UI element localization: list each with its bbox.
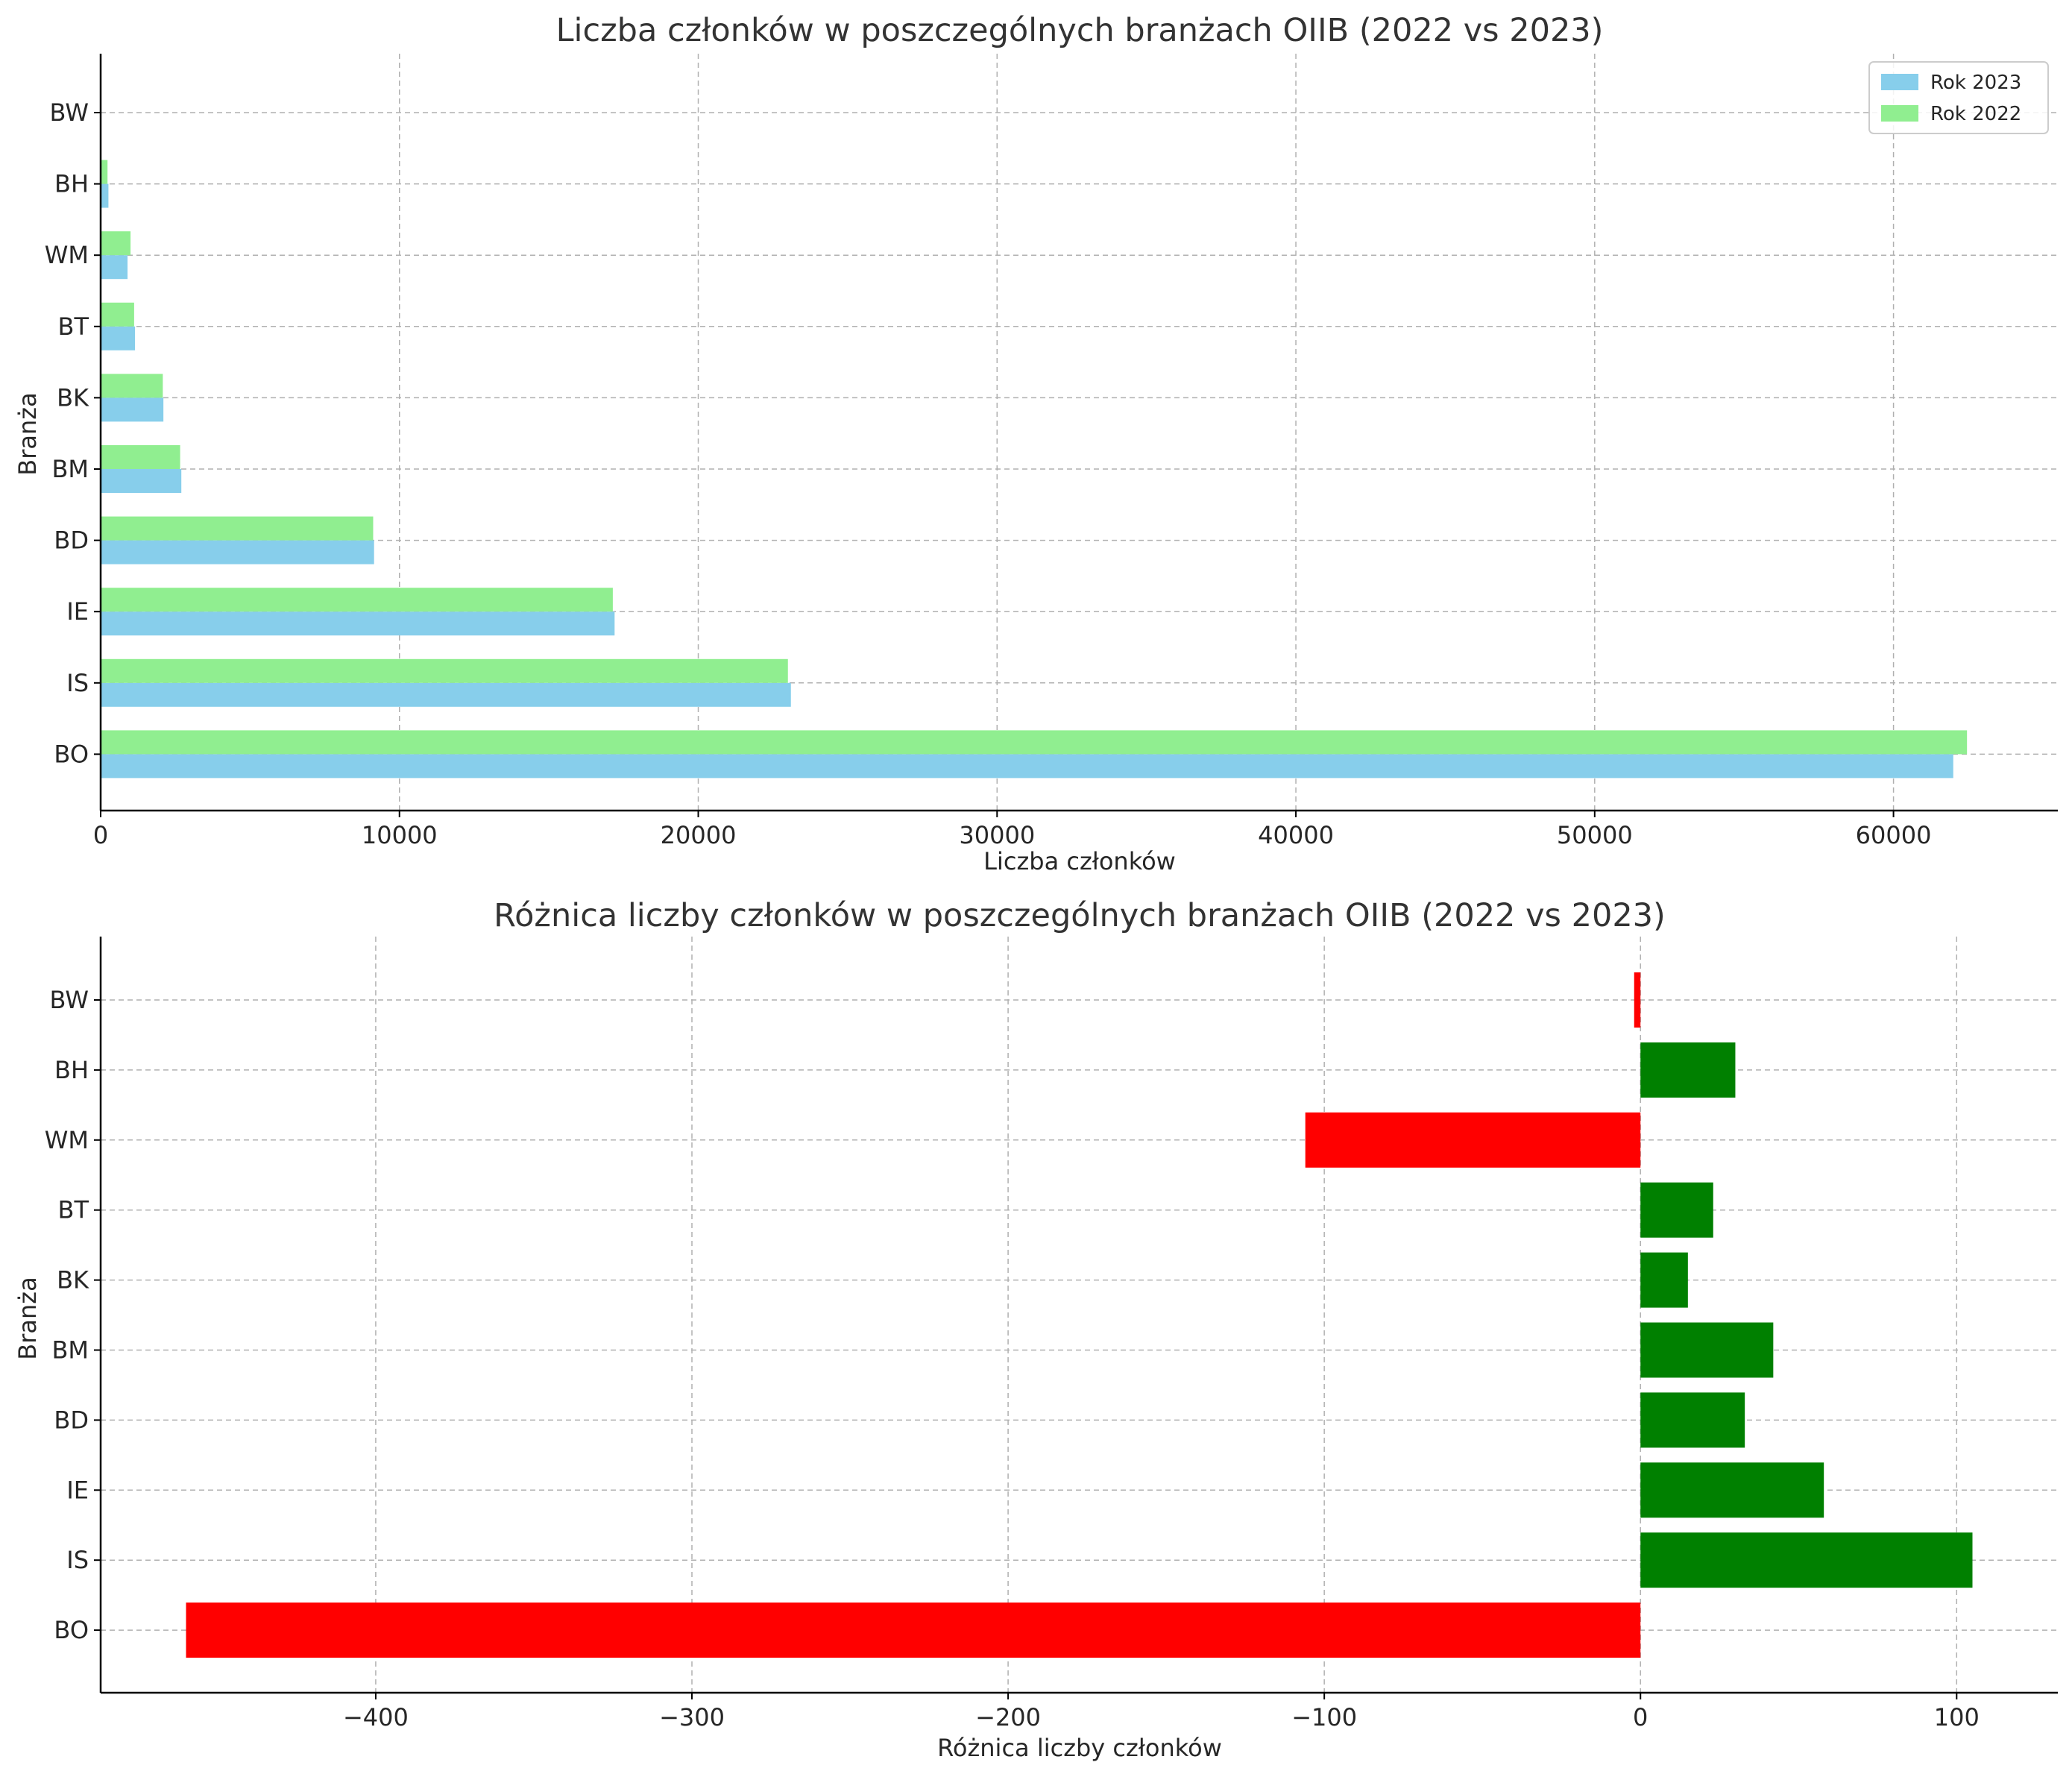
y-axis-label: Branża xyxy=(13,1277,42,1359)
chart-title: Liczba członków w poszczególnych branżac… xyxy=(556,12,1604,49)
legend-entry-label: Rok 2022 xyxy=(1930,103,2021,125)
y-tick-label: BH xyxy=(54,1056,89,1084)
bar-rok-2022-ie xyxy=(101,588,613,612)
y-tick-label: IS xyxy=(66,1546,89,1574)
bar-rok-2022-bd xyxy=(101,516,374,541)
chart-title: Różnica liczby członków w poszczególnych… xyxy=(494,897,1666,934)
bar-diff-bh xyxy=(1640,1042,1736,1098)
y-tick-label: WM xyxy=(45,1126,89,1154)
bars xyxy=(186,972,1973,1658)
x-tick-label: 0 xyxy=(93,821,108,849)
x-ticks: −400 −300 −200 −100 0 100 xyxy=(343,1693,1980,1731)
chart-members-count: Liczba członków w poszczególnych branżac… xyxy=(13,12,2058,875)
x-tick-label: 30000 xyxy=(959,821,1035,849)
x-axis-label: Liczba członków xyxy=(983,847,1176,875)
y-ticks: BO IS IE BD BM BK BT WM BH BW xyxy=(45,98,101,768)
x-ticks: 0 10000 20000 30000 40000 50000 60000 xyxy=(93,811,1932,849)
y-tick-label: BO xyxy=(54,1616,89,1644)
y-tick-label: BD xyxy=(54,1406,89,1434)
x-tick-label: 10000 xyxy=(362,821,438,849)
y-tick-label: BT xyxy=(58,1196,89,1224)
bar-diff-bt xyxy=(1640,1182,1713,1238)
bar-rok-2023-bt xyxy=(101,326,136,350)
bar-diff-wm xyxy=(1305,1112,1641,1168)
x-axis-label: Różnica liczby członków xyxy=(937,1734,1222,1762)
bar-rok-2023-bk xyxy=(101,397,164,422)
y-tick-label: IE xyxy=(66,597,89,626)
x-tick-label: −100 xyxy=(1291,1703,1357,1731)
bar-diff-ie xyxy=(1640,1462,1824,1518)
x-tick-label: 50000 xyxy=(1557,821,1633,849)
bar-rok-2022-bo xyxy=(101,730,1968,755)
legend-swatch xyxy=(1881,74,1918,90)
x-tick-label: 20000 xyxy=(661,821,737,849)
y-tick-label: BM xyxy=(51,455,89,483)
bar-rok-2022-bt xyxy=(101,302,134,327)
spines xyxy=(99,54,2058,812)
bar-diff-bk xyxy=(1640,1252,1688,1308)
y-tick-label: BO xyxy=(54,740,89,768)
bar-rok-2022-bk xyxy=(101,374,163,398)
y-tick-label: BW xyxy=(50,98,89,127)
bar-rok-2023-wm xyxy=(101,255,128,280)
bar-rok-2022-is xyxy=(101,658,788,683)
bar-rok-2022-bh xyxy=(101,160,108,184)
y-ticks: BO IS IE BD BM BK BT WM BH BW xyxy=(45,986,101,1644)
bar-rok-2023-bm xyxy=(101,469,182,493)
y-tick-label: IS xyxy=(66,669,89,697)
grid-lines xyxy=(100,54,2058,811)
legend-swatch xyxy=(1881,105,1918,122)
legend-entry-label: Rok 2023 xyxy=(1930,72,2021,94)
y-tick-label: BK xyxy=(57,1266,89,1295)
x-tick-label: 60000 xyxy=(1856,821,1932,849)
bar-rok-2023-bo xyxy=(101,754,1953,779)
x-tick-label: −400 xyxy=(343,1703,409,1731)
spines xyxy=(99,937,2058,1694)
y-tick-label: BT xyxy=(58,312,89,341)
x-tick-label: 0 xyxy=(1633,1703,1648,1731)
chart-members-difference: Różnica liczby członków w poszczególnych… xyxy=(13,897,2058,1762)
x-tick-label: 100 xyxy=(1934,1703,1980,1731)
legend: Rok 2023 Rok 2022 xyxy=(1868,61,2049,134)
bar-diff-bw xyxy=(1634,972,1641,1028)
bar-rok-2023-bd xyxy=(101,540,374,564)
bar-rok-2022-bm xyxy=(101,445,180,469)
y-tick-label: BK xyxy=(57,383,89,412)
y-tick-label: BW xyxy=(50,986,89,1014)
y-tick-label: BD xyxy=(54,526,89,555)
x-tick-label: 40000 xyxy=(1258,821,1334,849)
bar-diff-is xyxy=(1640,1532,1973,1588)
bar-diff-bo xyxy=(186,1602,1641,1658)
bar-rok-2023-ie xyxy=(101,611,615,636)
bar-rok-2023-bh xyxy=(101,183,109,208)
bar-diff-bm xyxy=(1640,1322,1774,1378)
bar-diff-bd xyxy=(1640,1392,1745,1448)
x-tick-label: −300 xyxy=(659,1703,725,1731)
bars xyxy=(101,89,1968,779)
bar-rok-2022-wm xyxy=(101,231,131,256)
x-tick-label: −200 xyxy=(975,1703,1041,1731)
y-axis-label: Branża xyxy=(13,392,42,475)
y-tick-label: BH xyxy=(54,170,89,198)
y-tick-label: IE xyxy=(66,1476,89,1504)
y-tick-label: BM xyxy=(51,1336,89,1365)
y-tick-label: WM xyxy=(45,241,89,269)
bar-rok-2023-is xyxy=(101,682,791,707)
